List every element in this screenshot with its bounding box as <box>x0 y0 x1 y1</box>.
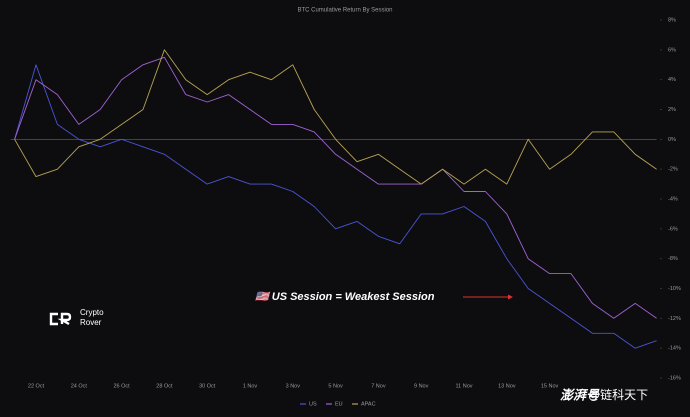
chart-title: BTC Cumulative Return By Session <box>297 8 392 14</box>
y-tick-label: -10% <box>668 286 681 292</box>
x-tick-label: 5 Nov <box>328 383 343 389</box>
y-tick-label: -8% <box>668 256 678 262</box>
y-tick-label: -16% <box>668 375 681 381</box>
y-tick-label: 6% <box>668 47 676 53</box>
y-tick-label: 4% <box>668 77 676 83</box>
y-tick-label: 8% <box>668 17 676 23</box>
annotation-arrowhead <box>508 294 513 300</box>
series-line <box>14 49 657 185</box>
y-tick-label: 0% <box>668 137 676 143</box>
annotation: 🇺🇸 US Session = Weakest Session <box>254 290 435 303</box>
logo-text: Rover <box>80 318 102 327</box>
watermark: @链科天下 <box>588 387 648 402</box>
x-tick-label: 22 Oct <box>28 383 45 389</box>
y-tick-label: -6% <box>668 226 678 232</box>
y-tick-label: -14% <box>668 346 681 352</box>
x-tick-label: 15 Nov <box>541 383 559 389</box>
logo-text: Crypto <box>80 308 104 317</box>
watermark: 澎湃号 <box>560 387 600 402</box>
y-tick-label: -4% <box>668 196 678 202</box>
plot: 8% 6% 4% 2% 0% -2% -4% -6% -8% -10% -12% -14% -16% 22… <box>10 17 681 407</box>
x-tick-label: 3 Nov <box>286 383 301 389</box>
x-tick-label: 26 Oct <box>113 383 130 389</box>
x-tick-label: 7 Nov <box>371 383 386 389</box>
series-line <box>14 56 657 319</box>
y-tick-label: -12% <box>668 316 681 322</box>
x-tick-label: 1 Nov <box>243 383 258 389</box>
x-tick-label: 24 Oct <box>71 383 88 389</box>
legend-label: US <box>309 401 317 407</box>
series-line <box>14 64 657 349</box>
legend-label: APAC <box>361 401 376 407</box>
y-tick-label: 2% <box>668 107 676 113</box>
x-tick-label: 13 Nov <box>498 383 516 389</box>
x-tick-label: 30 Oct <box>199 383 216 389</box>
x-tick-label: 11 Nov <box>455 383 472 389</box>
x-tick-label: 28 Oct <box>156 383 173 389</box>
logo-mark <box>49 312 72 326</box>
x-tick-label: 9 Nov <box>414 383 429 389</box>
logo: Crypto Rover <box>49 308 104 327</box>
legend-label: EU <box>335 401 343 407</box>
y-tick-label: -2% <box>668 167 678 173</box>
